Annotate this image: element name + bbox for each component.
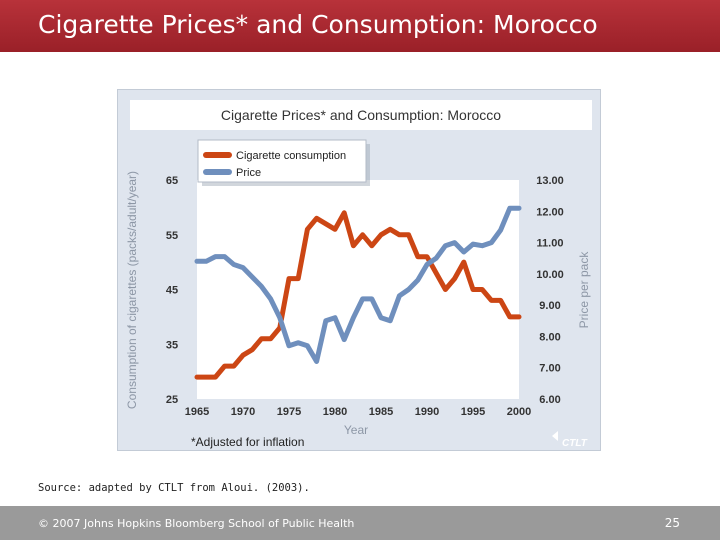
y-right-tick-label: 8.00: [539, 331, 560, 343]
chart-title: Cigarette Prices* and Consumption: Moroc…: [221, 107, 501, 123]
page-number: 25: [664, 516, 680, 530]
x-tick-label: 2000: [507, 406, 531, 418]
source-citation: Source: adapted by CTLT from Aloui. (200…: [38, 482, 310, 494]
x-tick-label: 1970: [231, 406, 255, 418]
copyright-text: © 2007 Johns Hopkins Bloomberg School of…: [38, 517, 355, 530]
x-tick-label: 1995: [461, 406, 485, 418]
slide-title-bar: Cigarette Prices* and Consumption: Moroc…: [0, 0, 720, 52]
y-left-tick-label: 55: [166, 230, 178, 242]
y-left-tick-label: 35: [166, 339, 178, 351]
y-right-tick-label: 10.00: [536, 269, 564, 281]
plot-background: [197, 180, 519, 399]
x-tick-label: 1985: [369, 406, 393, 418]
chart: Cigarette Prices* and Consumption: Moroc…: [125, 100, 592, 449]
y-right-tick-label: 7.00: [539, 363, 560, 375]
legend-label-price: Price: [236, 167, 261, 179]
y-right-tick-label: 12.00: [536, 206, 564, 218]
ctlt-logo: CTLT: [552, 431, 588, 449]
axes: 1965 1970 1975 1980 1985 1990 1995 2000 65 55 45 35…: [166, 175, 564, 418]
x-tick-label: 1965: [185, 406, 209, 418]
x-tick-label: 1980: [323, 406, 347, 418]
ctlt-logo-text: CTLT: [562, 438, 588, 449]
y-left-tick-label: 25: [166, 394, 178, 406]
legend: Cigarette consumption Price: [197, 139, 370, 186]
x-axis-label: Year: [344, 423, 368, 437]
ctlt-logo-mark: [552, 431, 558, 441]
chart-title-box: [130, 100, 592, 130]
y-right-tick-label: 9.00: [539, 300, 560, 312]
slide-title: Cigarette Prices* and Consumption: Moroc…: [38, 10, 598, 39]
footnote: *Adjusted for inflation: [191, 435, 304, 449]
y-axis-left-label: Consumption of cigarettes (packs/adult/y…: [125, 171, 139, 409]
footer-bar: © 2007 Johns Hopkins Bloomberg School of…: [0, 506, 720, 540]
x-tick-label: 1990: [415, 406, 439, 418]
y-right-tick-label: 6.00: [539, 394, 560, 406]
series-line-consumption: [194, 210, 522, 380]
legend-label-consumption: Cigarette consumption: [236, 150, 346, 162]
series-line-price: [194, 205, 522, 364]
y-left-tick-label: 45: [166, 285, 178, 297]
y-right-tick-label: 11.00: [537, 238, 564, 250]
y-right-tick-label: 13.00: [536, 175, 564, 187]
y-axis-right-label: Price per pack: [577, 251, 591, 329]
plot-area: [197, 180, 519, 399]
x-tick-label: 1975: [277, 406, 301, 418]
chart-panel: Cigarette Prices* and Consumption: Moroc…: [117, 89, 601, 451]
series-lines: [194, 205, 522, 380]
y-left-tick-label: 65: [166, 175, 178, 187]
